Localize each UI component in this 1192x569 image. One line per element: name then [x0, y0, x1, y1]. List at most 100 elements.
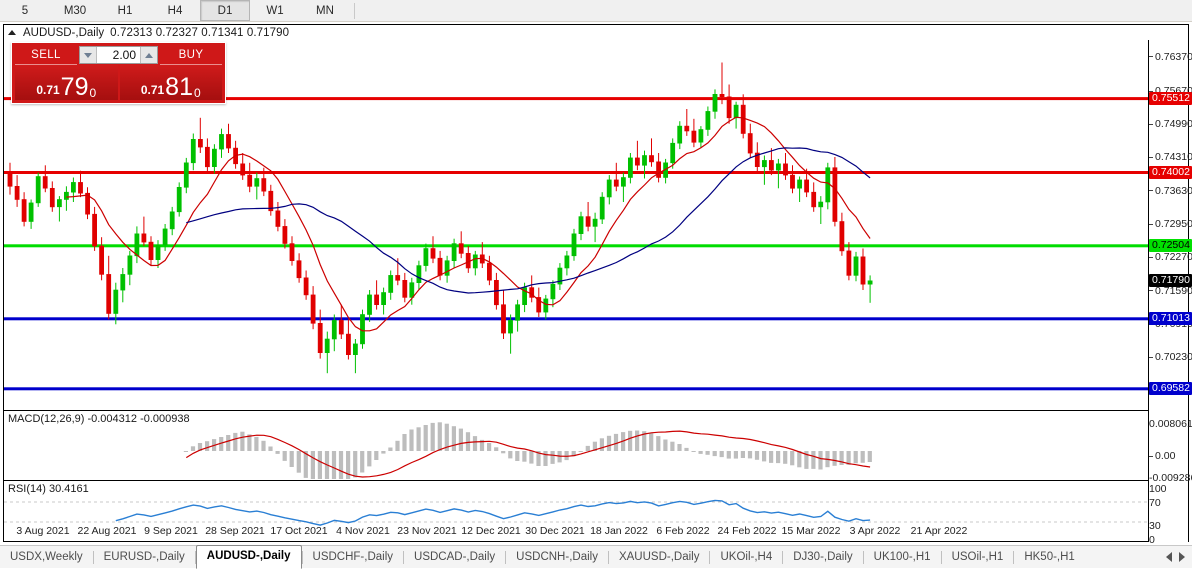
- date-axis-label: 17 Oct 2021: [270, 525, 328, 537]
- timeframe-button-h4[interactable]: H4: [167, 4, 183, 17]
- date-axis-label: 15 Mar 2022: [781, 525, 841, 537]
- chevron-up-icon: [145, 52, 153, 58]
- volume-increase-button[interactable]: [140, 47, 157, 63]
- chart-ohlc-values: 0.72313 0.72327 0.71341 0.71790: [110, 26, 290, 39]
- timeframe-button-m30[interactable]: M30: [63, 4, 87, 17]
- date-axis-label: 24 Feb 2022: [717, 525, 777, 537]
- buy-price-main: 81: [165, 73, 193, 100]
- macd-axis-label: -0.009286: [1149, 472, 1192, 484]
- price-level-label-black[interactable]: 0.71790: [1149, 274, 1192, 288]
- sell-button[interactable]: SELL: [15, 45, 77, 65]
- chart-header: AUDUSD-,Daily 0.72313 0.72327 0.71341 0.…: [4, 25, 1188, 40]
- tab-divider: [301, 550, 303, 564]
- timeframe-toolbar: 5 M30 H1 H4 D1 W1 MN: [0, 0, 1192, 22]
- macd-plot: [183, 422, 872, 479]
- price-level-label-green[interactable]: 0.72504: [1149, 239, 1192, 253]
- tab-divider: [505, 550, 507, 564]
- sell-price-prefix: 0.71: [36, 83, 60, 97]
- sell-price-quote[interactable]: 0.71 79 0: [15, 65, 118, 100]
- price-level-label-red[interactable]: 0.75512: [1149, 92, 1192, 106]
- chart-tab-bar: USDX,Weekly EURUSD-,Daily AUDUSD-,Daily USD…: [0, 545, 1192, 569]
- one-click-trading-panel[interactable]: SELL 2.00 BUY 0.71 79 0: [11, 42, 226, 104]
- chart-tab-uk100h1[interactable]: UK100-,H1: [873, 550, 931, 563]
- timeframe-button-w1[interactable]: W1: [266, 4, 284, 17]
- tab-divider: [862, 550, 864, 564]
- timeframe-button-d1[interactable]: D1: [200, 0, 250, 21]
- chart-symbol-label: AUDUSD-,Daily: [23, 26, 105, 39]
- date-axis-label: 30 Dec 2021: [525, 525, 585, 537]
- chart-tab-xauusddaily[interactable]: XAUUSD-,Daily: [618, 550, 700, 563]
- price-tick-label: 0.76370: [1149, 51, 1192, 63]
- volume-decrease-button[interactable]: [80, 47, 97, 63]
- timeframe-button-5[interactable]: 5: [21, 4, 29, 17]
- macd-caption: MACD(12,26,9) -0.004312 -0.000938: [8, 413, 190, 425]
- date-axis-label: 3 Aug 2021: [16, 525, 70, 537]
- date-axis-label: 9 Sep 2021: [144, 525, 198, 537]
- price-level-label-blue[interactable]: 0.69582: [1149, 382, 1192, 396]
- date-axis-label: 12 Dec 2021: [461, 525, 521, 537]
- chart-tab-ukoilh4[interactable]: UKOil-,H4: [720, 550, 773, 563]
- price-tick-label: 0.71590: [1149, 285, 1192, 297]
- price-tick-label: 0.72270: [1149, 251, 1192, 263]
- price-axis[interactable]: 0.76370 0.75670 0.74990 0.74310 0.73630 0.729…: [1148, 40, 1192, 546]
- tab-divider: [194, 550, 196, 564]
- timeframe-button-mn[interactable]: MN: [316, 4, 334, 17]
- buy-button[interactable]: BUY: [160, 45, 222, 65]
- price-tick-label: 0.74990: [1149, 118, 1192, 130]
- price-tick-label: 0.72950: [1149, 218, 1192, 230]
- collapse-triangle-icon[interactable]: [8, 30, 16, 35]
- tab-divider: [709, 550, 711, 564]
- date-axis-label: 18 Jan 2022: [590, 525, 648, 537]
- volume-input[interactable]: 2.00: [112, 48, 136, 62]
- buy-price-prefix: 0.71: [140, 83, 165, 97]
- scroll-left-icon[interactable]: [1166, 552, 1172, 562]
- chart-tab-usdxweekly[interactable]: USDX,Weekly: [10, 550, 83, 563]
- price-level-label-red[interactable]: 0.74002: [1149, 166, 1192, 179]
- chart-tab-eurusddaily[interactable]: EURUSD-,Daily: [103, 550, 185, 563]
- rsi-axis-label: 70: [1149, 497, 1161, 509]
- chart-tab-audusddaily[interactable]: AUDUSD-,Daily: [195, 545, 302, 569]
- tab-divider: [782, 550, 784, 564]
- price-pane[interactable]: [4, 40, 1150, 407]
- price-tick-label: 0.74310: [1149, 151, 1192, 163]
- chart-tab-usdchfdaily[interactable]: USDCHF-,Daily: [312, 550, 394, 563]
- trade-panel-quotes: 0.71 79 0 0.71 81 0: [12, 65, 225, 103]
- date-axis-label: 22 Aug 2021: [77, 525, 137, 537]
- chart-tab-usoilh1[interactable]: USOil-,H1: [951, 550, 1004, 563]
- date-axis[interactable]: 3 Aug 2021 22 Aug 2021 9 Sep 2021 28 Sep 20…: [3, 525, 1189, 541]
- date-axis-label: 28 Sep 2021: [205, 525, 265, 537]
- tab-divider: [403, 550, 405, 564]
- price-level-label-blue[interactable]: 0.71013: [1149, 312, 1192, 326]
- rsi-caption: RSI(14) 30.4161: [8, 483, 89, 495]
- buy-price-fraction: 0: [193, 86, 201, 100]
- macd-pane[interactable]: MACD(12,26,9) -0.004312 -0.000938: [4, 410, 1150, 479]
- rsi-axis-label: 30: [1149, 520, 1161, 532]
- buy-price-quote[interactable]: 0.71 81 0: [119, 65, 222, 100]
- rsi-plot: [4, 499, 1150, 526]
- date-axis-label: 23 Nov 2021: [397, 525, 457, 537]
- macd-axis-label: 0.008061: [1149, 418, 1192, 430]
- scroll-right-icon[interactable]: [1179, 552, 1185, 562]
- date-axis-label: 4 Nov 2021: [336, 525, 390, 537]
- tab-divider: [940, 550, 942, 564]
- rsi-axis-label: 100: [1149, 483, 1167, 495]
- chart-tab-hk50h1[interactable]: HK50-,H1: [1024, 550, 1075, 563]
- rsi-axis-label: 0: [1149, 534, 1155, 546]
- candlestick-plot: [4, 62, 1150, 391]
- chart-tab-dj30daily[interactable]: DJ30-,Daily: [793, 550, 853, 563]
- toolbar-divider: [354, 2, 355, 19]
- timeframe-button-h1[interactable]: H1: [117, 4, 133, 17]
- price-tick-label: 0.73630: [1149, 185, 1192, 197]
- chart-tab-usdcnhdaily[interactable]: USDCNH-,Daily: [516, 550, 598, 563]
- tab-divider: [607, 550, 609, 564]
- chart-tab-usdcaddaily[interactable]: USDCAD-,Daily: [414, 550, 496, 563]
- sell-price-main: 79: [60, 73, 89, 100]
- sell-price-fraction: 0: [89, 86, 97, 100]
- tab-divider: [1013, 550, 1015, 564]
- date-axis-label: 6 Feb 2022: [656, 525, 710, 537]
- rsi-pane[interactable]: RSI(14) 30.4161: [4, 480, 1150, 543]
- date-axis-label: 3 Apr 2022: [849, 525, 901, 537]
- volume-stepper[interactable]: 2.00: [79, 46, 158, 64]
- trade-panel-top-row: SELL 2.00 BUY: [12, 43, 225, 65]
